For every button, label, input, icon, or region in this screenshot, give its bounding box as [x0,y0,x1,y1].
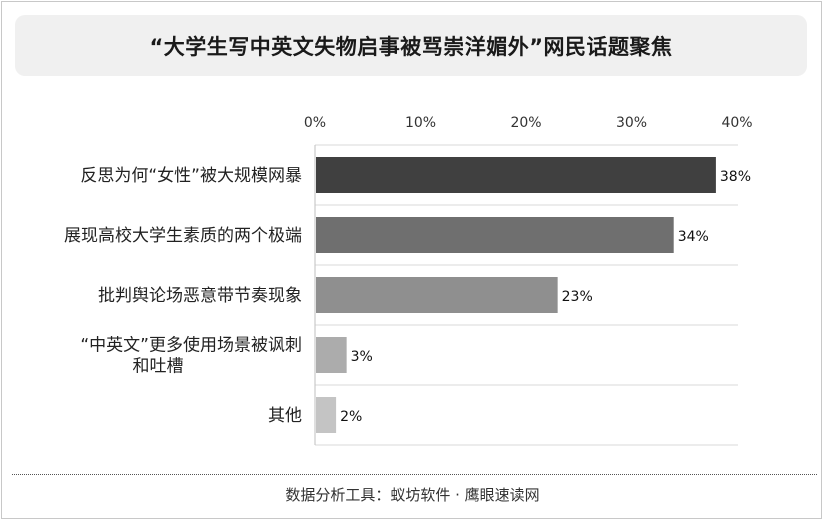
category-label: 其他 [268,406,302,426]
title-banner: “大学生写中英文失物启事被骂崇洋媚外”网民话题聚焦 [15,15,807,76]
bar [316,277,558,313]
category-label: 展现高校大学生素质的两个极端 [64,226,302,246]
category-label: 批判舆论场恶意带节奏现象 [98,286,302,306]
footer-divider [12,474,817,475]
bar [316,217,674,253]
source-note: 数据分析工具：蚁坊软件 · 鹰眼速读网 [285,486,540,504]
chart-title: “大学生写中英文失物启事被骂崇洋媚外”网民话题聚焦 [149,34,673,59]
x-tick-label: 30% [616,115,647,131]
category-label: “中英文”更多使用场景被讽刺 [80,335,302,356]
data-label: 23% [562,289,593,305]
x-tick-label: 40% [721,115,752,131]
bar [316,397,337,433]
category-label: 反思为何“女性”被大规模网暴 [80,166,302,186]
category-label: 和吐槽 [133,357,184,377]
x-tick-label: 10% [405,115,436,131]
bar [316,337,347,373]
x-tick-label: 0% [304,115,326,131]
x-tick-label: 20% [510,115,541,131]
data-label: 3% [351,349,373,365]
data-label: 34% [678,229,709,245]
data-label: 38% [720,169,751,185]
bar [316,157,716,193]
data-label: 2% [340,409,362,425]
